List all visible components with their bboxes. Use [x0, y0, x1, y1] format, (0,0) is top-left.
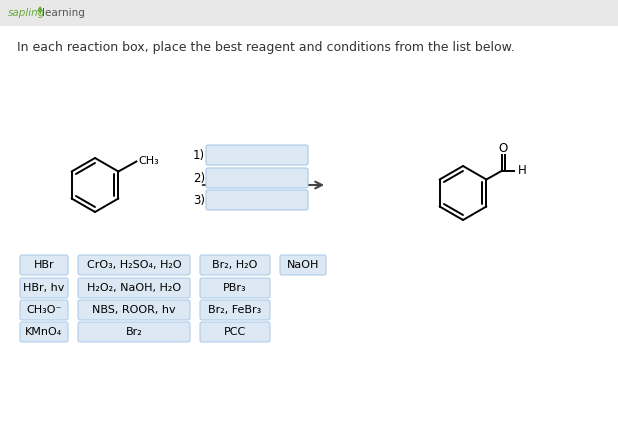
Text: Br₂, FeBr₃: Br₂, FeBr₃	[208, 305, 261, 315]
FancyBboxPatch shape	[200, 322, 270, 342]
FancyBboxPatch shape	[206, 168, 308, 188]
Text: O: O	[499, 142, 508, 155]
Text: 2): 2)	[193, 171, 205, 184]
FancyBboxPatch shape	[206, 145, 308, 165]
FancyBboxPatch shape	[78, 278, 190, 298]
FancyBboxPatch shape	[206, 190, 308, 210]
Text: sapling: sapling	[8, 8, 45, 18]
FancyBboxPatch shape	[78, 300, 190, 320]
Text: HBr: HBr	[34, 260, 54, 270]
FancyBboxPatch shape	[20, 278, 68, 298]
FancyBboxPatch shape	[200, 278, 270, 298]
Polygon shape	[38, 7, 42, 11]
Text: 1): 1)	[193, 148, 205, 162]
FancyBboxPatch shape	[20, 255, 68, 275]
FancyBboxPatch shape	[200, 300, 270, 320]
Text: CH₃O⁻: CH₃O⁻	[27, 305, 62, 315]
FancyBboxPatch shape	[20, 300, 68, 320]
Text: CrO₃, H₂SO₄, H₂O: CrO₃, H₂SO₄, H₂O	[87, 260, 181, 270]
Text: NaOH: NaOH	[287, 260, 319, 270]
Text: CH₃: CH₃	[138, 155, 159, 166]
FancyBboxPatch shape	[78, 255, 190, 275]
Text: HBr, hv: HBr, hv	[23, 283, 65, 293]
Text: H: H	[517, 164, 526, 177]
Text: Br₂: Br₂	[125, 327, 142, 337]
Text: KMnO₄: KMnO₄	[25, 327, 62, 337]
Text: In each reaction box, place the best reagent and conditions from the list below.: In each reaction box, place the best rea…	[17, 41, 515, 54]
FancyBboxPatch shape	[280, 255, 326, 275]
Text: PBr₃: PBr₃	[223, 283, 247, 293]
Text: NBS, ROOR, hv: NBS, ROOR, hv	[92, 305, 176, 315]
Text: PCC: PCC	[224, 327, 246, 337]
FancyBboxPatch shape	[0, 0, 618, 26]
Text: 3): 3)	[193, 194, 205, 206]
Text: H₂O₂, NaOH, H₂O: H₂O₂, NaOH, H₂O	[87, 283, 181, 293]
FancyBboxPatch shape	[20, 322, 68, 342]
FancyBboxPatch shape	[200, 255, 270, 275]
Text: learning: learning	[42, 8, 85, 18]
FancyBboxPatch shape	[78, 322, 190, 342]
Text: Br₂, H₂O: Br₂, H₂O	[213, 260, 258, 270]
